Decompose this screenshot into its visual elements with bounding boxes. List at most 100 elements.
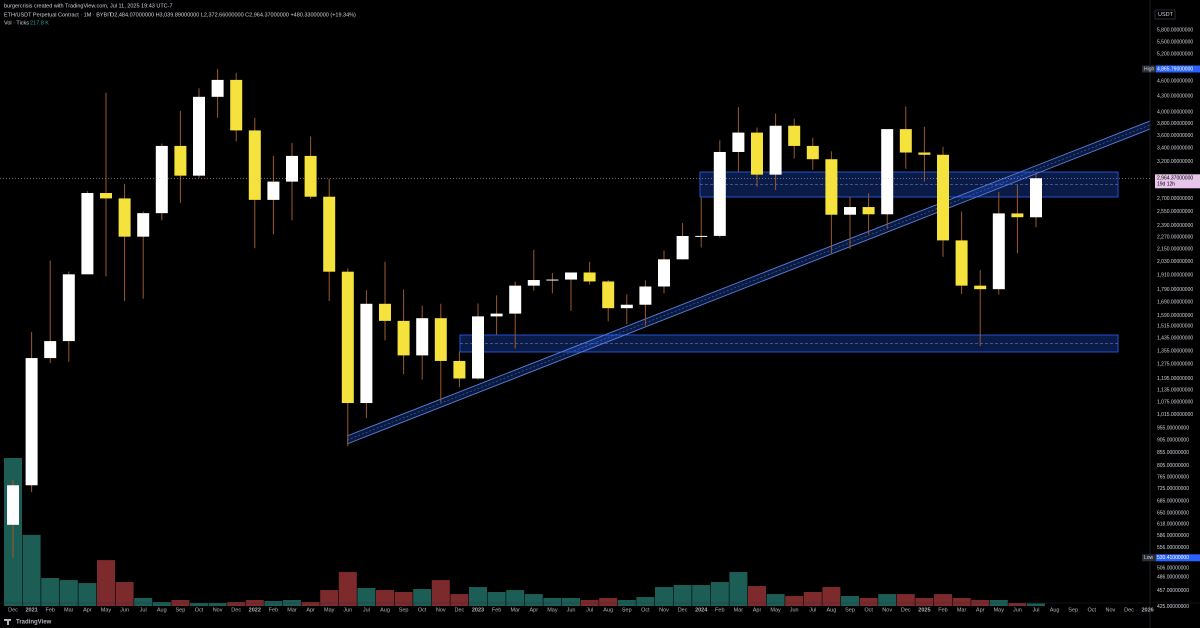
candle-body [100,193,112,199]
trend-channel [346,120,1151,445]
volume-bar [264,601,283,606]
volume-bar [859,597,878,606]
x-tick-label: Feb [938,607,947,613]
x-tick-label: Feb [492,607,501,613]
x-tick-label: 2023 [472,607,484,613]
volume-bar [394,592,413,606]
y-tick-label: 556.00000000 [1157,545,1189,551]
ohlc-legend: O2,484.07000000 H3,039.89000000 L2,372.6… [110,12,356,18]
x-tick-label: Jul [1032,607,1039,613]
candle-body [434,318,447,361]
volume-bar [748,586,766,606]
y-tick-label: 805.00000000 [1157,463,1189,469]
candle-body [565,272,577,280]
y-tick-label: 2,700.00000000 [1157,196,1193,202]
candle-body [620,304,633,309]
volume-bar [97,560,115,606]
x-tick-label: Nov [213,607,223,613]
y-tick-label: 1,590.00000000 [1157,313,1193,319]
candle-body [992,213,1005,290]
volume-bar [376,590,394,606]
marker-tag-bg [1142,65,1156,73]
volume-bar [673,585,692,606]
candle-body [788,125,801,146]
candle-body [732,132,745,152]
candle-body [397,320,410,356]
candle-body [955,240,968,286]
candle-body [583,272,596,282]
candle-body [602,281,615,309]
x-tick-label: Aug [1050,607,1060,613]
y-tick-label: 586.00000000 [1157,533,1189,539]
y-tick-label: 4,600.00000000 [1157,79,1193,85]
volume-bar [692,585,711,606]
volume-bar [766,594,785,606]
candle-body [7,485,19,525]
candles [7,68,1042,558]
volume-bar [841,596,859,606]
candle-body [1030,178,1042,218]
x-tick-label: Jun [1013,607,1022,613]
y-tick-label: 2,150.00000000 [1157,246,1193,252]
y-tick-label: 3,200.00000000 [1157,159,1193,165]
x-tick-label: May [101,607,112,613]
volume-bar [785,596,804,606]
volume-bar [878,594,897,606]
x-tick-label: 2022 [249,607,261,613]
volume-bar [934,594,952,606]
candle-body [211,79,224,97]
candle-body [862,207,875,215]
volume-bar [636,597,655,606]
x-tick-label: Apr [753,607,762,613]
candle-body [825,159,838,215]
volume-bar [413,589,432,606]
y-tick-label: 506.00000000 [1157,566,1189,572]
y-tick-label: 3,800.00000000 [1157,121,1193,127]
volume-bar [227,601,246,606]
x-tick-label: Aug [157,607,167,613]
y-tick-label: 2,030.00000000 [1157,259,1193,265]
candle-body [695,235,708,237]
marker-tag-bg [1142,554,1156,562]
candle-body [844,207,856,215]
marker-tag [1156,65,1200,73]
y-tick-label: 4,000.00000000 [1157,110,1193,116]
symbol: ETH/USDT Perpetual Contract · 1M · BYBIT [4,12,113,18]
y-tick-label: 2,550.00000000 [1157,209,1193,215]
candle-body [881,129,894,215]
x-tick-label: Apr [83,607,92,613]
x-tick-label: Nov [882,607,892,613]
volume-bar [78,583,97,606]
last-price-countdown: 19d 12h [1157,182,1175,188]
marker-tag [1156,554,1200,562]
x-tick-label: Dec [1124,607,1134,613]
y-tick-label: 1,355.00000000 [1157,348,1193,354]
volume-bar [190,603,208,606]
y-tick-label: 1,790.00000000 [1157,287,1193,293]
logo: TradingView [16,620,52,626]
volume-bar [357,587,376,606]
y-tick-label: 5,800.00000000 [1157,28,1193,34]
volume-bar [301,601,320,606]
x-tick-label: Feb [715,607,724,613]
y-tick-label: 1,135.00000000 [1157,387,1193,393]
x-tick-label: Dec [901,607,911,613]
marker-label: 4,865.79000000 [1157,66,1193,72]
x-tick-label: Jun [567,607,576,613]
marker-text: High [1144,66,1155,72]
y-tick-label: 4,300.00000000 [1157,94,1193,100]
y-tick-label: 457.00000000 [1157,588,1189,594]
volume-bar [803,592,822,606]
x-tick-label: Mar [510,607,520,613]
zone [699,171,1119,198]
volume-bar [1027,603,1045,606]
volume-legend-value: 217.8 K [30,20,49,26]
x-tick-label: Jul [586,607,593,613]
x-tick-label: Oct [418,607,427,613]
x-tick-label: Mar [287,607,297,613]
volume-bar [655,587,673,606]
volume-bar [338,572,357,606]
x-tick-label: Dec [678,607,688,613]
y-tick-label: 3,600.00000000 [1157,133,1193,139]
